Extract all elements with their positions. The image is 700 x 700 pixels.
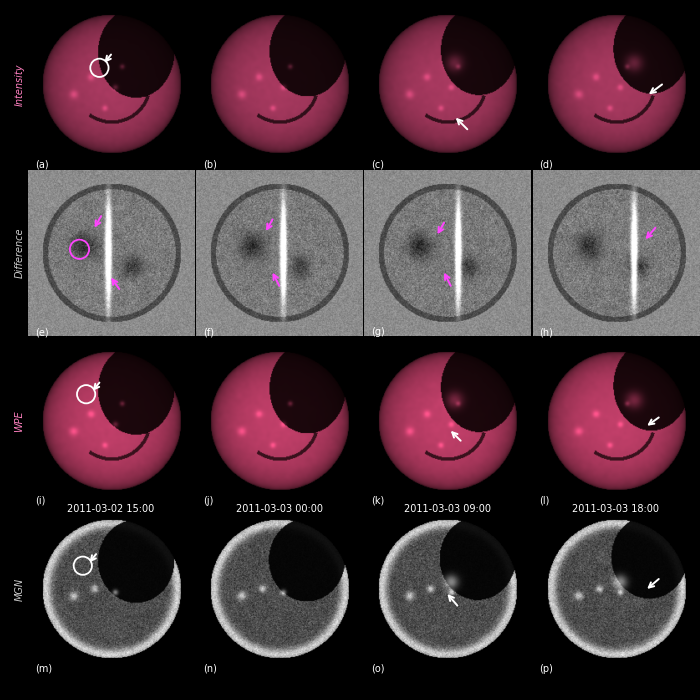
Text: (o): (o)	[371, 664, 384, 673]
Text: (g): (g)	[371, 328, 385, 337]
Text: (i): (i)	[34, 496, 45, 505]
Text: (f): (f)	[203, 328, 214, 337]
Text: 2011-03-03 00:00: 2011-03-03 00:00	[236, 504, 323, 514]
Text: (d): (d)	[539, 159, 553, 169]
Text: (l): (l)	[539, 496, 550, 505]
Text: (p): (p)	[539, 664, 553, 673]
Text: 2011-03-03 18:00: 2011-03-03 18:00	[572, 504, 659, 514]
Text: MGN: MGN	[15, 578, 24, 601]
Text: (m): (m)	[34, 664, 52, 673]
Text: (b): (b)	[203, 159, 217, 169]
Text: (j): (j)	[203, 496, 214, 505]
Text: (e): (e)	[34, 328, 48, 337]
Text: (a): (a)	[34, 159, 48, 169]
Text: (k): (k)	[371, 496, 384, 505]
Text: Intensity: Intensity	[15, 63, 24, 106]
Text: 2011-03-02 15:00: 2011-03-02 15:00	[67, 504, 155, 514]
Text: (n): (n)	[203, 664, 217, 673]
Text: (h): (h)	[539, 328, 553, 337]
Text: 2011-03-03 09:00: 2011-03-03 09:00	[404, 504, 491, 514]
Text: WPE: WPE	[15, 410, 24, 432]
Text: (c): (c)	[371, 159, 384, 169]
Text: Difference: Difference	[15, 228, 24, 278]
